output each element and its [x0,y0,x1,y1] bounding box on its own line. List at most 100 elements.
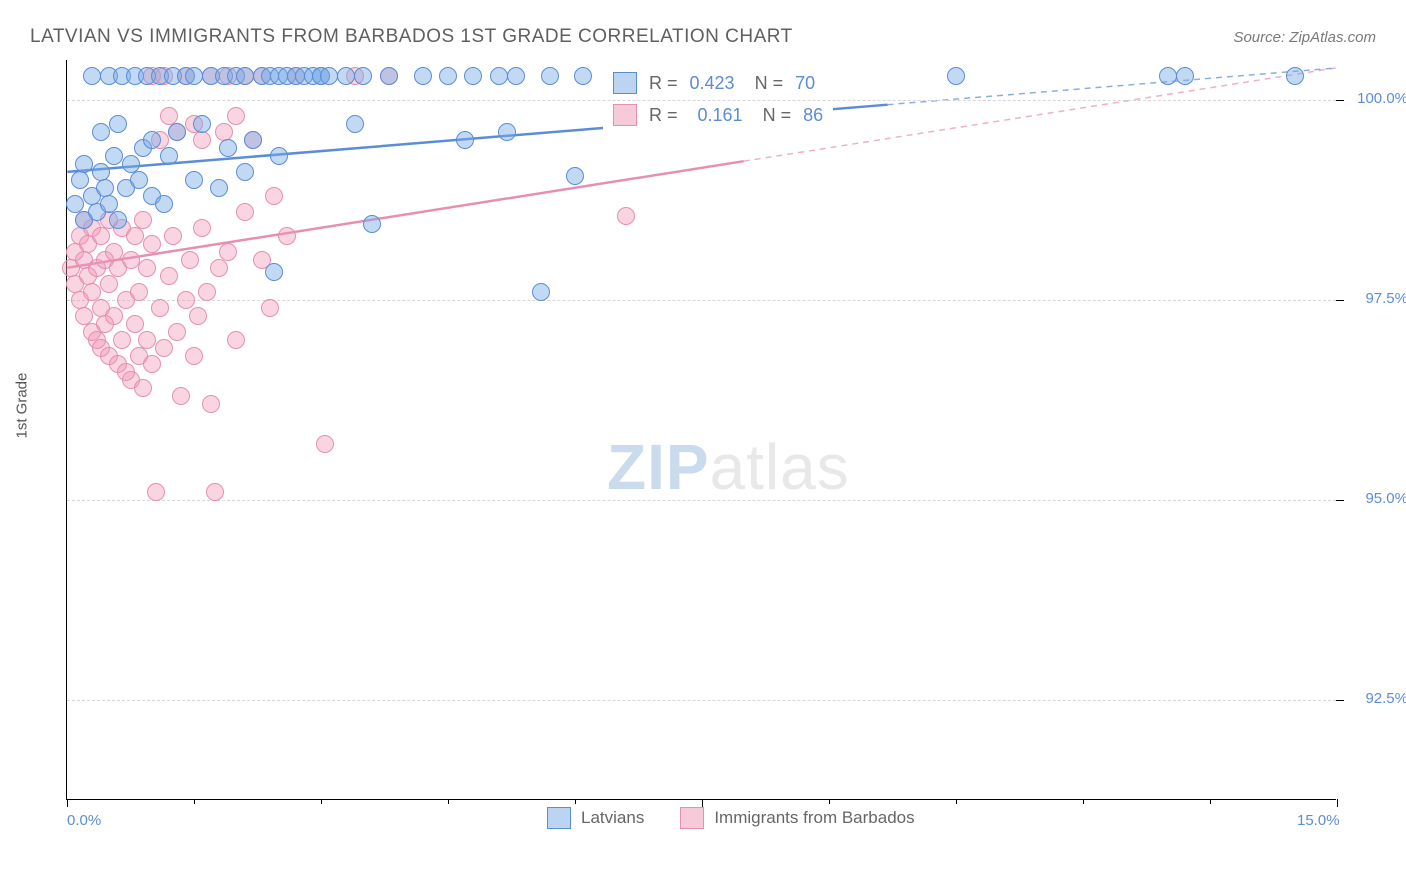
y-tick-label: 97.5% [1365,290,1406,307]
data-point [1159,67,1177,85]
data-point [185,347,203,365]
data-point [193,219,211,237]
data-point [168,323,186,341]
data-point [151,299,169,317]
chart-source: Source: ZipAtlas.com [1233,29,1376,46]
data-point [219,243,237,261]
data-point [181,251,199,269]
data-point [160,147,178,165]
data-point [143,235,161,253]
data-point [198,283,216,301]
data-point [1286,67,1304,85]
data-point [490,67,508,85]
data-point [172,387,190,405]
data-point [155,339,173,357]
legend: Latvians Immigrants from Barbados [547,807,915,829]
legend-swatch-blue-icon [547,807,571,829]
data-point [278,227,296,245]
data-point [236,163,254,181]
y-axis-label: 1st Grade [14,373,31,439]
x-tick-label: 0.0% [67,812,101,829]
data-point [380,67,398,85]
data-point [177,291,195,309]
data-point [109,211,127,229]
data-point [1176,67,1194,85]
data-point [134,211,152,229]
data-point [160,267,178,285]
data-point [155,195,173,213]
data-point [227,107,245,125]
data-point [189,307,207,325]
data-point [75,155,93,173]
data-point [456,131,474,149]
gridline [67,700,1336,701]
data-point [202,395,220,413]
data-point [236,67,254,85]
data-point [464,67,482,85]
x-tick-label: 15.0% [1297,812,1340,829]
data-point [206,483,224,501]
gridline [67,500,1336,501]
data-point [130,171,148,189]
data-point [354,67,372,85]
legend-label-pink: Immigrants from Barbados [714,808,914,828]
data-point [126,315,144,333]
data-point [138,331,156,349]
data-point [126,227,144,245]
plot-area: ZIPatlas R = 0.423 N = 70 R = 0.161 N = … [66,60,1336,800]
data-point [143,355,161,373]
chart-container: 1st Grade ZIPatlas R = 0.423 N = 70 R = … [30,60,1376,840]
data-point [96,179,114,197]
data-point [363,215,381,233]
data-point [92,123,110,141]
data-point [210,179,228,197]
data-point [261,299,279,317]
data-point [617,207,635,225]
gridline [67,300,1336,301]
data-point [346,115,364,133]
data-point [947,67,965,85]
data-point [185,67,203,85]
data-point [92,227,110,245]
y-tick-label: 92.5% [1365,690,1406,707]
trend-lines-svg [67,60,1336,799]
data-point [113,331,131,349]
data-point [71,171,89,189]
data-point [143,131,161,149]
data-point [574,67,592,85]
data-point [134,379,152,397]
data-point [130,283,148,301]
data-point [507,67,525,85]
data-point [164,227,182,245]
data-point [532,283,550,301]
data-point [414,67,432,85]
data-point [498,123,516,141]
chart-title: LATVIAN VS IMMIGRANTS FROM BARBADOS 1ST … [30,26,793,48]
data-point [83,67,101,85]
data-point [193,115,211,133]
swatch-blue-icon [613,72,637,94]
stats-box-blue: R = 0.423 N = 70 [603,68,825,98]
data-point [244,131,262,149]
data-point [105,147,123,165]
data-point [185,171,203,189]
data-point [147,483,165,501]
data-point [320,67,338,85]
data-point [439,67,457,85]
data-point [227,331,245,349]
data-point [138,259,156,277]
data-point [270,147,288,165]
data-point [193,131,211,149]
data-point [236,203,254,221]
y-tick-label: 100.0% [1357,90,1406,107]
watermark: ZIPatlas [607,430,850,504]
legend-swatch-pink-icon [680,807,704,829]
legend-item-pink: Immigrants from Barbados [680,807,914,829]
data-point [265,187,283,205]
swatch-pink-icon [613,104,637,126]
stats-box-pink: R = 0.161 N = 86 [603,100,833,130]
y-tick-label: 95.0% [1365,490,1406,507]
data-point [316,435,334,453]
data-point [109,115,127,133]
legend-label-blue: Latvians [581,808,644,828]
